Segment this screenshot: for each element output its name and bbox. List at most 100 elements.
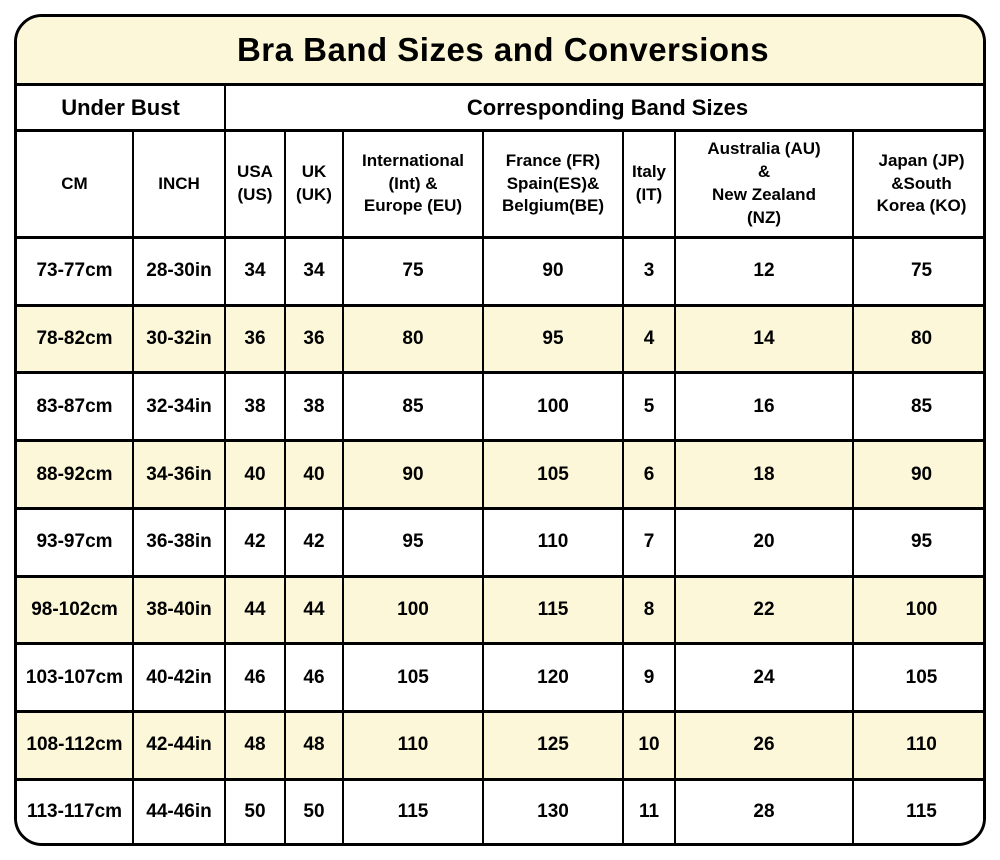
band-size-cell: 88-92cm <box>17 439 134 510</box>
band-size-cell: 40 <box>284 439 344 510</box>
band-size-cell: 22 <box>674 574 854 646</box>
band-size-cell: 130 <box>482 777 624 843</box>
band-size-cell: 115 <box>851 777 983 843</box>
band-size-cell: 115 <box>342 777 484 843</box>
band-size-cell: 26 <box>674 710 854 781</box>
band-size-cell: 85 <box>342 371 484 443</box>
column-header-australia-new-zealand: Australia (AU) & New Zealand (NZ) <box>674 129 854 239</box>
band-size-cell: 95 <box>851 506 983 578</box>
group-header-under-bust: Under Bust <box>17 83 226 132</box>
column-header-italy: Italy (IT) <box>622 129 676 239</box>
group-header-corresponding-band-sizes: Corresponding Band Sizes <box>223 83 983 132</box>
band-size-cell: 34-36in <box>132 439 226 510</box>
band-size-cell: 110 <box>342 710 484 781</box>
band-size-cell: 32-34in <box>132 371 226 443</box>
band-size-cell: 36 <box>224 303 286 375</box>
band-size-cell: 20 <box>674 506 854 578</box>
band-size-cell: 42-44in <box>132 710 226 781</box>
band-size-cell: 105 <box>482 439 624 510</box>
band-size-cell: 75 <box>342 236 484 307</box>
band-size-cell: 113-117cm <box>17 777 134 843</box>
table-row: 78-82cm 30-32in 36 36 80 95 4 14 80 <box>17 303 983 375</box>
column-header-usa: USA (US) <box>224 129 286 239</box>
band-size-cell: 110 <box>482 506 624 578</box>
column-header-uk: UK (UK) <box>284 129 344 239</box>
band-size-cell: 98-102cm <box>17 574 134 646</box>
band-size-cell: 50 <box>284 777 344 843</box>
band-size-cell: 36-38in <box>132 506 226 578</box>
bra-size-conversion-table: Bra Band Sizes and Conversions Under Bus… <box>14 14 986 846</box>
table-row: 113-117cm 44-46in 50 50 115 130 11 28 115 <box>17 777 983 843</box>
band-size-cell: 108-112cm <box>17 710 134 781</box>
table-row: 73-77cm 28-30in 34 34 75 90 3 12 75 <box>17 236 983 307</box>
column-header-international-europe: International (Int) & Europe (EU) <box>342 129 484 239</box>
band-size-cell: 36 <box>284 303 344 375</box>
band-size-cell: 24 <box>674 642 854 714</box>
band-size-cell: 120 <box>482 642 624 714</box>
table-row: 88-92cm 34-36in 40 40 90 105 6 18 90 <box>17 439 983 510</box>
band-size-cell: 90 <box>482 236 624 307</box>
band-size-cell: 9 <box>622 642 676 714</box>
band-size-cell: 28-30in <box>132 236 226 307</box>
column-header-france-spain-belgium: France (FR) Spain(ES)& Belgium(BE) <box>482 129 624 239</box>
band-size-cell: 46 <box>284 642 344 714</box>
band-size-cell: 90 <box>851 439 983 510</box>
band-size-cell: 95 <box>342 506 484 578</box>
band-size-cell: 75 <box>851 236 983 307</box>
band-size-cell: 100 <box>482 371 624 443</box>
band-size-cell: 14 <box>674 303 854 375</box>
band-size-cell: 6 <box>622 439 676 510</box>
band-size-cell: 8 <box>622 574 676 646</box>
band-size-cell: 30-32in <box>132 303 226 375</box>
band-size-cell: 78-82cm <box>17 303 134 375</box>
band-size-cell: 42 <box>224 506 286 578</box>
band-size-cell: 38 <box>284 371 344 443</box>
band-size-cell: 34 <box>284 236 344 307</box>
band-size-cell: 83-87cm <box>17 371 134 443</box>
table-row: 93-97cm 36-38in 42 42 95 110 7 20 95 <box>17 506 983 578</box>
band-size-cell: 80 <box>851 303 983 375</box>
band-size-cell: 4 <box>622 303 676 375</box>
table-row: 108-112cm 42-44in 48 48 110 125 10 26 110 <box>17 710 983 781</box>
size-table: Bra Band Sizes and Conversions Under Bus… <box>17 17 983 843</box>
band-size-cell: 40-42in <box>132 642 226 714</box>
column-header-row: CM INCH USA (US) UK (UK) International (… <box>17 129 983 239</box>
band-size-cell: 95 <box>482 303 624 375</box>
band-size-cell: 10 <box>622 710 676 781</box>
band-size-cell: 38 <box>224 371 286 443</box>
band-size-cell: 40 <box>224 439 286 510</box>
column-header-japan-south-korea: Japan (JP) &South Korea (KO) <box>851 129 983 239</box>
band-size-cell: 34 <box>224 236 286 307</box>
band-size-cell: 48 <box>224 710 286 781</box>
band-size-cell: 103-107cm <box>17 642 134 714</box>
band-size-cell: 110 <box>851 710 983 781</box>
table-row: 83-87cm 32-34in 38 38 85 100 5 16 85 <box>17 371 983 443</box>
band-size-cell: 12 <box>674 236 854 307</box>
band-size-cell: 115 <box>482 574 624 646</box>
band-size-cell: 44 <box>284 574 344 646</box>
table-title: Bra Band Sizes and Conversions <box>17 17 983 86</box>
band-size-cell: 73-77cm <box>17 236 134 307</box>
band-size-cell: 80 <box>342 303 484 375</box>
band-size-cell: 28 <box>674 777 854 843</box>
band-size-cell: 7 <box>622 506 676 578</box>
column-header-cm: CM <box>17 129 134 239</box>
band-size-cell: 18 <box>674 439 854 510</box>
band-size-cell: 105 <box>851 642 983 714</box>
column-header-inch: INCH <box>132 129 226 239</box>
band-size-cell: 44-46in <box>132 777 226 843</box>
band-size-cell: 46 <box>224 642 286 714</box>
table-row: 103-107cm 40-42in 46 46 105 120 9 24 105 <box>17 642 983 714</box>
band-size-cell: 125 <box>482 710 624 781</box>
table-body: 73-77cm 28-30in 34 34 75 90 3 12 75 78-82cm 30-32i… <box>17 236 983 843</box>
band-size-cell: 85 <box>851 371 983 443</box>
band-size-cell: 38-40in <box>132 574 226 646</box>
band-size-cell: 42 <box>284 506 344 578</box>
band-size-cell: 48 <box>284 710 344 781</box>
band-size-cell: 44 <box>224 574 286 646</box>
title-row: Bra Band Sizes and Conversions <box>17 17 983 86</box>
band-size-cell: 105 <box>342 642 484 714</box>
band-size-cell: 3 <box>622 236 676 307</box>
band-size-cell: 90 <box>342 439 484 510</box>
